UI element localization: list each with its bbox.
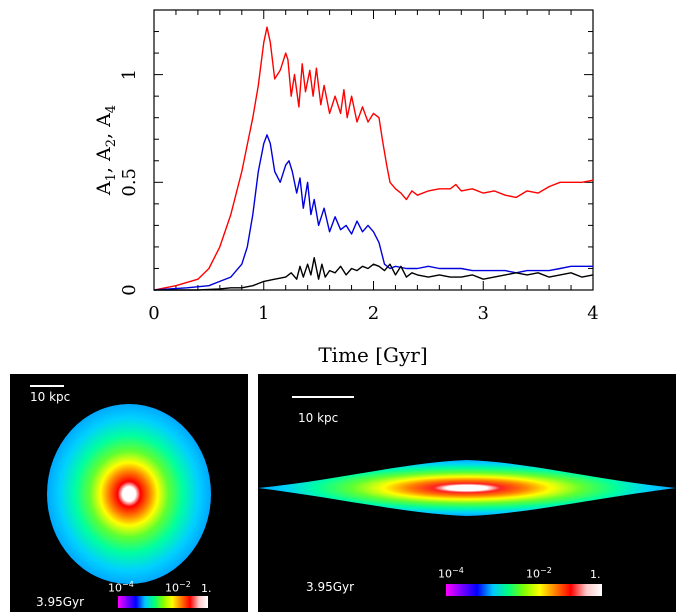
- scale-label: 10 kpc: [30, 390, 71, 404]
- y-tick-labels: 00.51: [119, 69, 140, 296]
- series-line-1: [153, 26, 594, 291]
- y-axis-label: A1, A2, A4: [93, 105, 119, 196]
- face-on-density-panel: 10 kpc 3.95Gyr 10−4 10−2 1.: [10, 374, 248, 612]
- colorbar-min-label: 10−4: [438, 566, 464, 581]
- y-tick-label: 0: [119, 284, 140, 295]
- colorbar: [446, 584, 602, 596]
- scale-bar: [292, 396, 354, 398]
- colorbar-mid-label: 10−2: [526, 566, 552, 581]
- edge-on-density-map: [258, 460, 676, 516]
- y-tick-label: 0.5: [119, 168, 140, 197]
- colorbar-max-label: 1.: [590, 568, 601, 581]
- edge-on-density-panel: 10 kpc 3.95Gyr 10−4 10−2 1.: [258, 374, 676, 612]
- y-tick-label: 1: [119, 69, 140, 80]
- x-tick-label: 1: [258, 303, 269, 324]
- face-on-disc: [47, 404, 211, 584]
- time-label: 3.95Gyr: [306, 580, 355, 594]
- x-tick-label: 3: [478, 303, 489, 324]
- series-lines: [153, 26, 594, 291]
- scale-label: 10 kpc: [298, 411, 339, 425]
- series-line-2: [153, 134, 593, 291]
- axis-ticks: [153, 9, 594, 291]
- face-on-density-map: [47, 404, 211, 584]
- x-tick-labels: 0 1 2 3 4: [148, 303, 598, 324]
- colorbar-min-label: 10−4: [108, 580, 134, 595]
- colorbar-mid-label: 10−2: [165, 580, 191, 595]
- x-axis-label: Time [Gyr]: [318, 343, 427, 367]
- edge-on-disc: [258, 460, 676, 516]
- x-tick-label: 2: [368, 303, 379, 324]
- colorbar-max-label: 1.: [201, 582, 212, 595]
- x-tick-label: 0: [148, 303, 159, 324]
- series-line-3: [154, 257, 594, 291]
- scale-bar: [30, 385, 64, 387]
- colorbar: [118, 596, 208, 608]
- time-label: 3.95Gyr: [36, 595, 85, 609]
- x-tick-label: 4: [587, 303, 598, 324]
